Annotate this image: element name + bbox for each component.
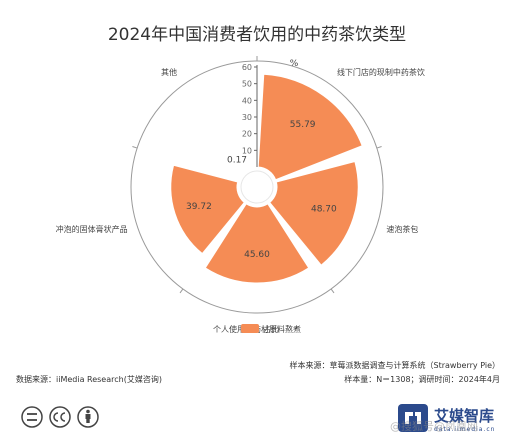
value-label: 45.60 — [244, 250, 270, 260]
radial-tick-label: 20 — [242, 130, 252, 139]
person-icon — [77, 406, 99, 428]
polar-angle-tick — [330, 288, 335, 294]
value-labels: 55.79 48.70 45.60 39.72 0.17 — [186, 120, 337, 260]
polar-angle-tick — [376, 146, 382, 149]
polar-bar — [269, 160, 359, 266]
polar-bars — [170, 73, 363, 284]
cc-icon — [49, 406, 71, 428]
legend-label: 占比 — [263, 324, 279, 334]
logo-mark-icon — [398, 404, 428, 432]
category-label: 线下门店的现制中药茶饮 — [337, 67, 425, 77]
radial-tick-label: 30 — [242, 113, 252, 122]
radial-tick-label: 50 — [242, 80, 252, 89]
polar-bar — [204, 203, 310, 284]
category-label: 冲泡的固体膏状产品 — [56, 224, 128, 234]
polar-angle-tick — [179, 288, 184, 294]
value-label: 39.72 — [186, 202, 212, 212]
watermark: @搜狐号@凤凰网 — [390, 419, 478, 433]
data-source: 数据来源：iiMedia Research(艾媒咨询) — [16, 374, 162, 384]
sample-source: 样本来源：草莓派数据调查与计算系统（Strawberry Pie） — [290, 360, 500, 370]
value-label: 48.70 — [311, 205, 337, 215]
polar-bar — [170, 164, 245, 255]
polar-bar — [257, 73, 363, 181]
radial-tick-label: 10 — [242, 146, 252, 155]
unit-label: % — [290, 59, 299, 69]
sample-size: 样本量：N＝1308；调研时间：2024年4月 — [344, 374, 500, 384]
logo-sub: data.iimedia.cn — [434, 426, 495, 433]
iimedia-logo: 艾媒智库 data.iimedia.cn — [398, 404, 495, 433]
polar-angle-tick — [132, 146, 138, 149]
legend: 占比 — [241, 324, 279, 334]
polar-bar — [237, 166, 257, 181]
radial-tick-label: 40 — [242, 96, 252, 105]
radial-ticks: 10 20 30 40 50 60 — [242, 63, 258, 167]
category-label: 其他 — [161, 67, 177, 77]
chart-title: 2024年中国消费者饮用的中药茶饮类型 — [108, 25, 406, 45]
equal-icon — [21, 406, 43, 428]
category-label: 速泡茶包 — [386, 224, 418, 234]
radial-tick-label: 60 — [242, 63, 252, 72]
legend-swatch — [241, 324, 259, 333]
polar-center-hole — [240, 170, 274, 204]
polar-grid — [130, 56, 384, 314]
cc-license-icons — [21, 406, 99, 428]
logo-name: 艾媒智库 — [434, 407, 494, 425]
value-label: 0.17 — [227, 155, 247, 165]
value-label: 55.79 — [290, 120, 316, 130]
